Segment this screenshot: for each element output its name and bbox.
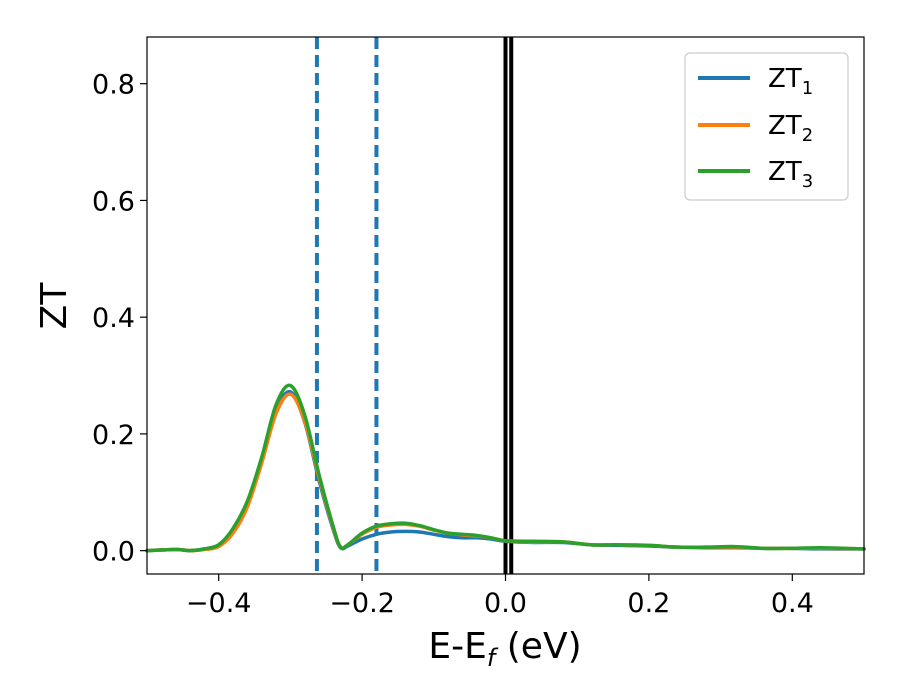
x-tick-label: −0.4 (186, 588, 252, 619)
legend-label-zt3: ZT3 (768, 157, 813, 192)
series-line-zt3 (145, 383, 866, 553)
y-tick-label: 0.6 (92, 186, 135, 217)
x-tick-label: 0.2 (627, 588, 670, 619)
x-tick-label: −0.2 (329, 588, 395, 619)
y-tick-label: 0.4 (92, 303, 135, 334)
y-tick-label: 0.8 (92, 70, 135, 101)
axis-ticks: −0.4 −0.2 0.0 0.2 0.4 0.0 0.2 0.4 0.6 0.8 (92, 36, 865, 619)
x-tick-label: 0.4 (771, 588, 814, 619)
legend-label-zt2: ZT2 (768, 111, 813, 146)
legend: ZT1 ZT2 ZT3 (684, 52, 849, 201)
plot-area (145, 37, 866, 574)
x-tick-label: 0.0 (484, 588, 527, 619)
y-axis-title: ZT (34, 282, 75, 330)
x-axis-title: E-Ef (eV) (428, 626, 581, 672)
legend-frame (684, 52, 849, 201)
x-axis-title-main: E-E (428, 626, 486, 667)
y-tick-label: 0.2 (92, 420, 135, 451)
x-axis-title-unit: (eV) (495, 626, 581, 667)
legend-label-zt1: ZT1 (768, 64, 813, 99)
y-tick-label: 0.0 (92, 537, 135, 568)
